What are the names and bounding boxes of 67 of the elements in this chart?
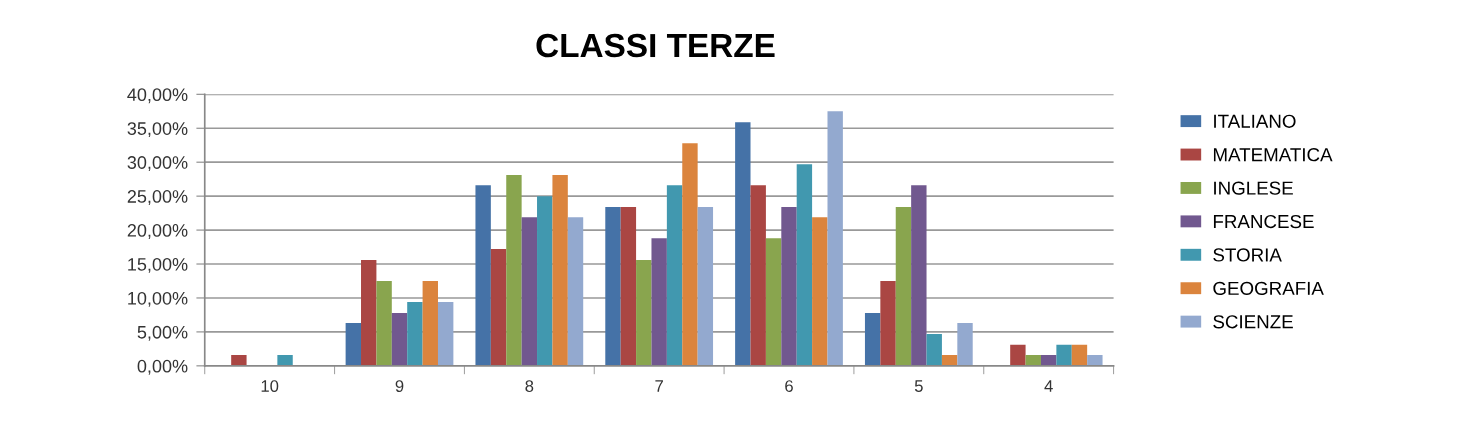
legend-label: FRANCESE [1213,214,1314,229]
bar [666,185,683,366]
y-tick-label: 40,00% [127,88,188,104]
bar [1025,354,1041,366]
legend-label: GEOGRAFIA [1213,281,1324,295]
bar [521,217,538,366]
x-tick-label: 5 [914,380,923,392]
bar [1087,354,1103,366]
bar [475,185,491,366]
legend-label: MATEMATICA [1213,148,1333,162]
bar [506,175,522,366]
bar [957,323,973,366]
chart-title: CLASSI TERZE [536,33,775,58]
bar [407,302,423,366]
bar [697,207,714,366]
bar [552,175,568,366]
bar [941,354,958,366]
x-tick-label: 4 [1044,380,1053,392]
bar [827,111,843,366]
y-tick-label: 20,00% [127,224,188,239]
bar [376,280,392,366]
x-tick-label: 7 [655,380,663,392]
legend-label: STORIA [1213,248,1282,262]
bar [620,207,637,366]
bar [880,280,896,366]
bar [437,302,454,366]
bar [1071,344,1088,366]
bar [796,164,813,366]
bar [765,238,782,366]
y-tick-label: 15,00% [128,257,188,273]
bar [537,196,553,366]
bar [605,207,621,366]
bar [277,354,293,366]
legend-label: SCIENZE [1213,315,1293,329]
y-tick-label: 30,00% [127,156,188,172]
bar [781,207,797,366]
bar [1056,344,1072,366]
bar [651,238,667,366]
bar [231,354,247,366]
bar [750,185,766,366]
bar [735,122,751,366]
bar [926,333,942,366]
y-tick-label: 35,00% [127,122,188,138]
x-tick-label: 6 [785,380,793,392]
bar [422,280,438,366]
bar [911,185,927,366]
bar [812,217,828,366]
x-tick-label: 9 [395,380,404,392]
bar [345,323,362,366]
bar [864,312,881,366]
bar [895,207,912,366]
bar [1010,344,1026,366]
bar [1040,354,1057,366]
y-tick-label: 25,00% [127,190,188,205]
y-tick-label: 10,00% [128,291,188,307]
bar [490,249,507,366]
legend-label: INGLESE [1214,181,1293,195]
bar [636,259,652,366]
bar [682,143,698,366]
y-tick-label: 5,00% [137,325,188,341]
legend-label: ITALIANO [1214,114,1296,128]
x-tick-label: 8 [525,380,534,392]
bar [361,259,377,366]
x-tick-label: 10 [261,380,279,392]
y-tick-label: 0,00% [137,359,188,375]
bar [567,217,584,366]
bar [391,312,408,366]
